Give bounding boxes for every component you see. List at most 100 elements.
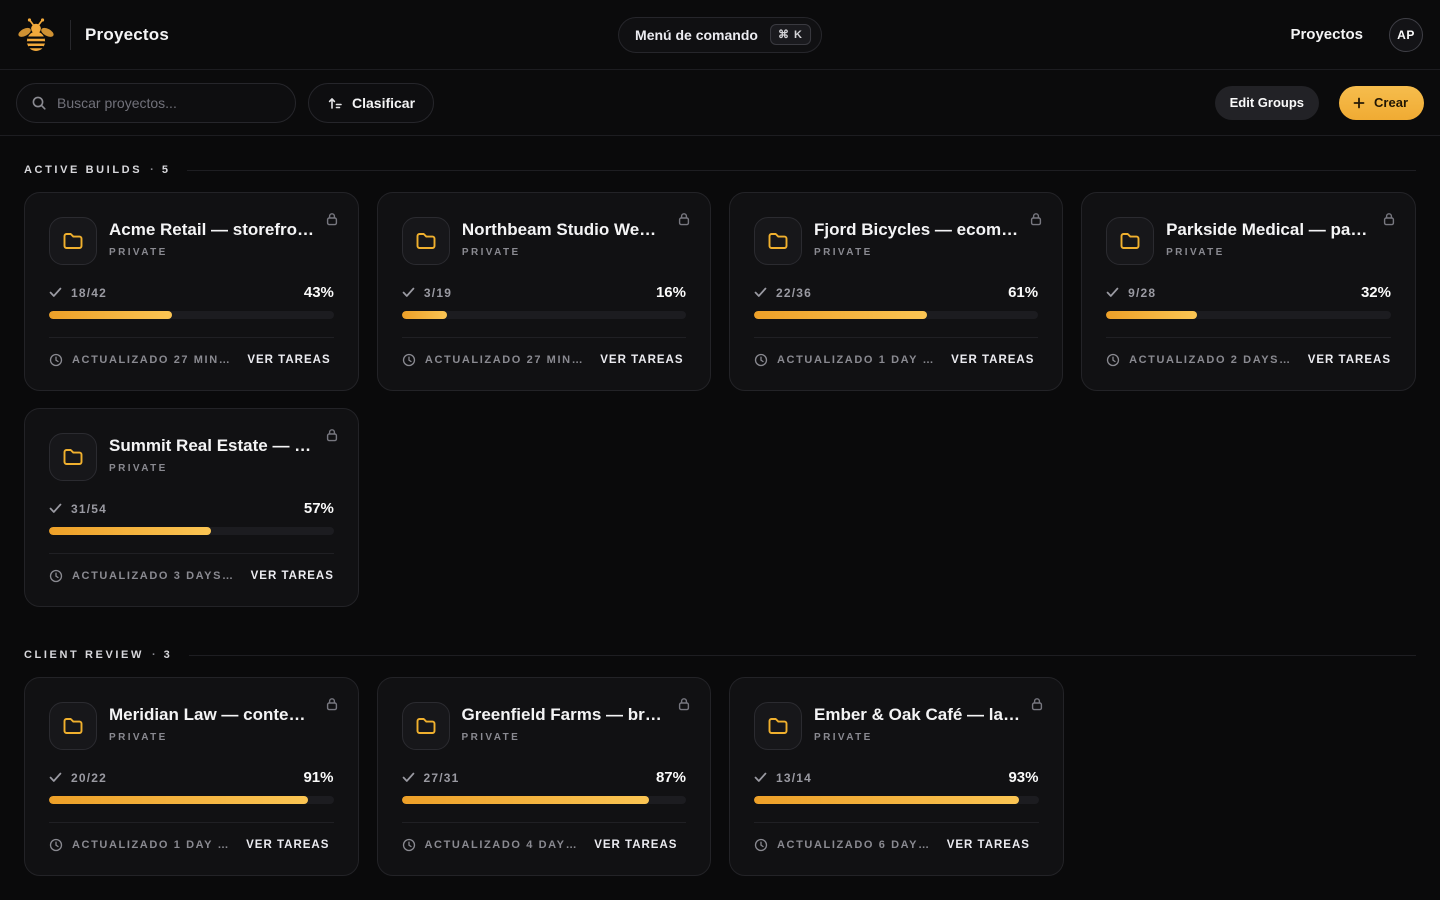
create-button[interactable]: Crear	[1339, 85, 1424, 120]
view-tasks-link[interactable]: VER TAREAS	[946, 839, 1030, 851]
check-icon	[402, 287, 415, 298]
check-icon	[49, 287, 62, 298]
check-icon	[402, 772, 415, 783]
updated-label: ACTUALIZADO 3 DAYS…	[72, 570, 235, 582]
lock-icon	[1381, 211, 1397, 227]
tasks-count: 22/36	[776, 285, 813, 300]
project-card[interactable]: Summit Real Estate — … PRIVATE 31/54 57	[24, 408, 359, 607]
card-divider	[401, 822, 686, 823]
card-divider	[49, 553, 334, 554]
updated-label: ACTUALIZADO 1 DAY …	[72, 839, 231, 851]
lock-icon	[1029, 696, 1045, 712]
folder-icon	[754, 702, 802, 750]
nav-link-proyectos[interactable]: Proyectos	[1290, 26, 1363, 43]
progress-fill	[401, 796, 649, 804]
check-icon	[754, 772, 767, 783]
progress-percent: 87%	[655, 769, 686, 786]
toolbar-right: Edit Groups Crear	[1214, 85, 1424, 120]
tasks-count: 27/31	[423, 770, 460, 785]
privacy-label: PRIVATE	[814, 247, 873, 258]
project-card[interactable]: Ember & Oak Café — la… PRIVATE 13/14 93	[729, 677, 1064, 876]
command-menu-label: Menú de comando	[635, 26, 758, 43]
lock-icon	[676, 211, 692, 227]
project-title: Northbeam Studio We…	[461, 220, 657, 239]
card-top: Parkside Medical — pa… PRIVATE	[1106, 213, 1395, 265]
tasks-count: 9/28	[1128, 285, 1157, 300]
project-card[interactable]: Greenfield Farms — br… PRIVATE 27/31 87	[376, 677, 711, 876]
lock-icon	[324, 427, 340, 443]
card-footer: ACTUALIZADO 6 DAY… VER TAREAS	[754, 838, 1039, 852]
progress-bar	[49, 311, 334, 319]
project-card[interactable]: Meridian Law — conte… PRIVATE 20/22 91%	[24, 677, 359, 876]
card-footer: ACTUALIZADO 27 MIN… VER TAREAS	[402, 353, 686, 367]
project-card[interactable]: Fjord Bicycles — ecom… PRIVATE 22/36 61	[729, 192, 1064, 391]
progress-percent: 32%	[1360, 284, 1391, 301]
view-tasks-link[interactable]: VER TAREAS	[600, 354, 684, 366]
sort-ascending-icon	[327, 95, 343, 111]
view-tasks-link[interactable]: VER TAREAS	[1307, 354, 1391, 366]
folder-icon	[1106, 217, 1155, 265]
section-divider	[188, 654, 1416, 656]
folder-icon	[49, 217, 97, 265]
brand-divider	[70, 19, 71, 50]
check-icon	[49, 772, 62, 783]
progress-bar	[401, 796, 686, 804]
clock-icon	[754, 353, 768, 367]
check-icon	[1106, 287, 1119, 298]
clock-icon	[49, 838, 63, 852]
project-card[interactable]: Northbeam Studio We… PRIVATE 3/19 16%	[376, 192, 711, 391]
view-tasks-link[interactable]: VER TAREAS	[951, 354, 1035, 366]
project-title: Ember & Oak Café — la…	[814, 705, 1020, 724]
privacy-label: PRIVATE	[109, 463, 168, 474]
project-card[interactable]: Parkside Medical — pa… PRIVATE 9/28 32%	[1081, 192, 1416, 391]
project-card[interactable]: Acme Retail — storefro… PRIVATE 18/42 4	[24, 192, 359, 391]
search-box[interactable]	[16, 82, 296, 123]
lock-icon	[676, 696, 692, 712]
card-top: Greenfield Farms — br… PRIVATE	[401, 698, 690, 750]
command-menu-button[interactable]: Menú de comando ⌘ K	[618, 16, 822, 53]
updated-label: ACTUALIZADO 27 MIN…	[72, 354, 232, 366]
command-menu-shortcut: ⌘ K	[769, 24, 811, 45]
card-top: Fjord Bicycles — ecom… PRIVATE	[754, 213, 1042, 265]
progress-fill	[49, 796, 308, 804]
progress-fill	[1106, 311, 1198, 319]
card-heading: Greenfield Farms — br… PRIVATE	[462, 702, 662, 743]
view-tasks-link[interactable]: VER TAREAS	[594, 839, 678, 851]
card-top: Ember & Oak Café — la… PRIVATE	[754, 698, 1042, 750]
avatar[interactable]: AP	[1389, 17, 1423, 52]
privacy-label: PRIVATE	[461, 732, 521, 743]
sort-button[interactable]: Clasificar	[308, 82, 435, 123]
tasks-count: 3/19	[423, 285, 453, 300]
section-divider	[186, 169, 1416, 171]
section-header: CLIENT REVIEW · 3	[24, 649, 1416, 661]
check-icon	[49, 503, 62, 514]
progress-fill	[401, 311, 448, 319]
search-input[interactable]	[57, 94, 281, 111]
clock-icon	[754, 838, 768, 852]
card-divider	[401, 337, 686, 338]
edit-groups-button[interactable]: Edit Groups	[1214, 85, 1320, 120]
view-tasks-link[interactable]: VER TAREAS	[250, 570, 334, 582]
bee-logo-icon	[16, 15, 56, 55]
card-footer: ACTUALIZADO 4 DAY… VER TAREAS	[402, 838, 687, 852]
card-heading: Northbeam Studio We… PRIVATE	[462, 217, 656, 258]
progress-fill	[49, 311, 172, 319]
project-title: Parkside Medical — pa…	[1166, 220, 1368, 239]
progress-row: 31/54 57%	[49, 500, 334, 517]
sort-button-label: Clasificar	[352, 94, 416, 111]
card-footer: ACTUALIZADO 3 DAYS… VER TAREAS	[49, 569, 334, 583]
card-top: Northbeam Studio We… PRIVATE	[401, 213, 690, 265]
view-tasks-link[interactable]: VER TAREAS	[247, 354, 331, 366]
project-title: Greenfield Farms — br…	[461, 705, 662, 724]
tasks-done: 13/14	[754, 771, 812, 785]
progress-bar	[754, 311, 1039, 319]
progress-percent: 61%	[1008, 284, 1039, 301]
privacy-label: PRIVATE	[109, 732, 168, 743]
updated-label: ACTUALIZADO 6 DAY…	[777, 839, 931, 851]
card-heading: Fjord Bicycles — ecom… PRIVATE	[814, 217, 1018, 258]
brand: Proyectos	[16, 15, 169, 55]
folder-icon	[49, 433, 97, 481]
section-active-builds: ACTIVE BUILDS · 5 Acme Retail — storefro…	[24, 164, 1416, 607]
view-tasks-link[interactable]: VER TAREAS	[246, 839, 330, 851]
progress-row: 3/19 16%	[402, 284, 686, 301]
